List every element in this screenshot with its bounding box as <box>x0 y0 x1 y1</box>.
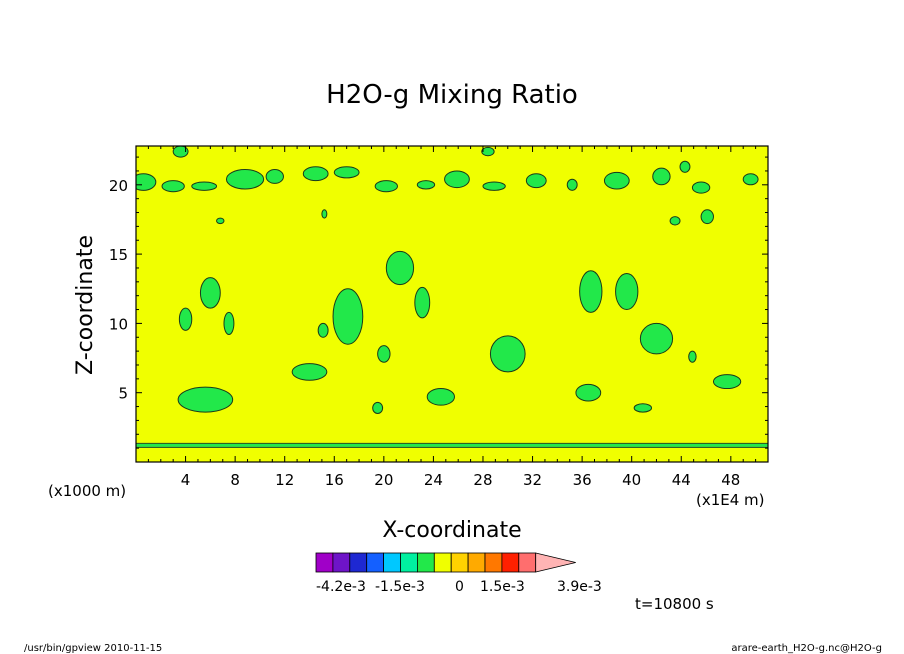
contour-region <box>374 180 398 193</box>
contour-region <box>688 350 697 363</box>
contour-region <box>136 173 157 191</box>
contour-region <box>265 169 284 184</box>
plot-area <box>135 145 769 463</box>
contour-region <box>652 167 671 186</box>
colorbar-swatch <box>400 552 418 573</box>
x-tick-label: 36 <box>573 471 592 489</box>
colorbar-swatch <box>433 552 452 573</box>
x-axis-label: X-coordinate <box>382 518 521 543</box>
y-tick-label: 10 <box>109 315 128 333</box>
colorbar-swatch <box>366 552 385 573</box>
colorbar-swatch <box>467 552 486 573</box>
contour-region <box>302 166 329 182</box>
colorbar-swatch <box>518 552 537 573</box>
contour-region <box>742 173 759 186</box>
contour-region <box>691 181 711 194</box>
colorbar-swatch <box>450 552 469 573</box>
contour-region <box>426 388 455 406</box>
colorbar-swatch <box>501 552 520 573</box>
contour-region <box>444 170 470 189</box>
contour-region <box>291 363 328 381</box>
contour-regions <box>136 146 759 414</box>
contour-region <box>481 146 495 157</box>
contour-region <box>223 311 235 335</box>
x-tick-label: 16 <box>325 471 344 489</box>
contour-region <box>225 169 265 190</box>
x-tick-label: 28 <box>473 471 492 489</box>
colorbar-swatch <box>315 552 334 573</box>
contour-region <box>161 180 185 193</box>
contour-region <box>669 216 681 226</box>
colorbar-swatch <box>484 552 503 573</box>
x-tick-label: 12 <box>275 471 294 489</box>
lower-band <box>136 442 768 448</box>
colorbar-swatch <box>349 552 368 573</box>
contour-region <box>575 383 602 402</box>
contour-region <box>377 345 391 363</box>
contour-region <box>317 322 329 338</box>
colorbar-label: -4.2e-3 <box>316 579 366 595</box>
x-tick-label: 24 <box>424 471 443 489</box>
contour-region <box>385 250 415 286</box>
colorbar-label: -1.5e-3 <box>375 579 425 595</box>
contour-region <box>321 209 328 219</box>
x-tick-label: 32 <box>523 471 542 489</box>
y-axis: 5 10 15 20 <box>109 156 768 449</box>
x-tick-label: 40 <box>622 471 641 489</box>
chart-title: H2O-g Mixing Ratio <box>326 80 578 110</box>
x-tick-label: 48 <box>721 471 740 489</box>
colorbar-swatch <box>383 552 401 573</box>
footer-right: arare-earth_H2O-g.nc@H2O-g <box>731 643 882 654</box>
contour-region <box>712 374 742 390</box>
contour-region <box>177 386 234 413</box>
band-fill <box>136 443 768 447</box>
x-tick-label: 4 <box>181 471 191 489</box>
contour-region <box>700 209 714 225</box>
contour-region <box>414 286 431 319</box>
colorbar-swatch <box>332 552 351 573</box>
colorbar-label: 0 <box>455 579 464 595</box>
time-label: t=10800 s <box>635 595 714 613</box>
x-unit-right: (x1E4 m) <box>696 491 765 509</box>
contour-region <box>615 273 639 311</box>
contour-region <box>603 171 630 190</box>
contour-region <box>333 166 360 179</box>
contour-region <box>679 160 691 173</box>
contour-region <box>191 181 218 191</box>
contour-region <box>489 335 526 373</box>
contour-region <box>633 403 653 413</box>
contour-region <box>216 217 225 225</box>
contour-region <box>639 322 674 355</box>
contour-region <box>178 307 193 331</box>
colorbar-labels: -4.2e-3 -1.5e-3 0 1.5e-3 3.9e-3 <box>316 579 602 595</box>
contour-region <box>416 180 436 190</box>
contour-region <box>482 181 506 191</box>
y-tick-label: 5 <box>118 385 128 403</box>
y-axis-label: Z-coordinate <box>73 235 98 375</box>
colorbar-swatch <box>416 552 435 573</box>
contour-region <box>372 401 384 414</box>
contour-region <box>525 173 547 189</box>
contour-region <box>579 270 603 313</box>
footer-left: /usr/bin/gpview 2010-11-15 <box>24 643 162 654</box>
colorbar-label: 1.5e-3 <box>480 579 525 595</box>
contour-region <box>199 277 221 309</box>
background-level <box>136 146 768 462</box>
x-tick-label: 44 <box>672 471 691 489</box>
x-tick-label: 20 <box>374 471 393 489</box>
contour-region <box>332 288 364 345</box>
x-unit-left: (x1000 m) <box>48 482 126 500</box>
x-axis: 4 8 12 16 20 24 28 32 36 40 44 48 <box>147 146 757 489</box>
colorbar-label: 3.9e-3 <box>557 579 602 595</box>
y-tick-label: 15 <box>109 246 128 264</box>
x-tick-label: 8 <box>230 471 240 489</box>
contour-region <box>172 146 189 158</box>
y-tick-label: 20 <box>109 177 128 195</box>
contour-region <box>566 178 578 191</box>
plot-frame <box>135 145 769 463</box>
colorbar-triangle <box>535 552 576 573</box>
colorbar <box>315 552 576 573</box>
